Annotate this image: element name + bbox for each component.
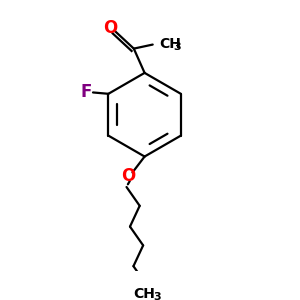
Text: 3: 3 bbox=[174, 42, 182, 52]
Text: F: F bbox=[80, 82, 92, 100]
Text: O: O bbox=[121, 167, 136, 185]
Text: 3: 3 bbox=[153, 292, 161, 300]
Text: CH: CH bbox=[159, 37, 181, 51]
Text: O: O bbox=[103, 19, 117, 37]
Text: CH: CH bbox=[133, 286, 155, 300]
